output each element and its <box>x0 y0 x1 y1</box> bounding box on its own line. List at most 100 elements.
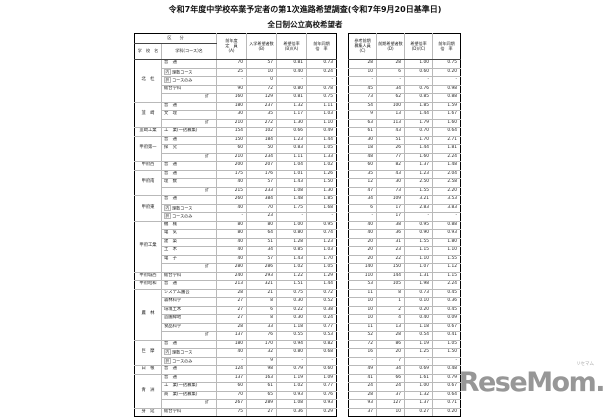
table-row: 森林科学 27 8 0.30 0.52 10 1 0.10 0.36 <box>135 297 461 307</box>
table-gap <box>337 366 349 375</box>
value-cell: 93 <box>348 399 377 409</box>
value-cell: 1.08 <box>276 186 307 196</box>
value-cell: 82 <box>376 161 405 171</box>
value-cell: 2.50 <box>404 178 433 188</box>
value-cell: 0.76 <box>306 390 337 400</box>
value-cell: 129 <box>246 93 277 103</box>
value-cell: 34 <box>348 195 377 205</box>
value-cell: 80 <box>216 229 247 239</box>
value-cell: 72 <box>246 84 277 94</box>
value-cell: 0.45 <box>432 305 461 315</box>
value-cell: 1.37 <box>404 161 433 171</box>
school-name-cell: 韮 崎 <box>134 101 162 128</box>
table-row: 内理数コース 40 32 0.80 0.68 16 20 1.25 1.50 <box>135 348 461 358</box>
value-cell: 64 <box>246 229 277 239</box>
value-cell: 80 <box>246 220 277 230</box>
dept-cell: 内理数コース <box>161 348 217 358</box>
dept-course-label: 理数コース <box>172 69 193 75</box>
value-cell: 40 <box>216 178 247 188</box>
value-cell: 3.53 <box>432 195 461 205</box>
dept-cell: 商 業(一括募集) <box>161 390 217 400</box>
value-cell: 43 <box>376 127 405 137</box>
table-row: 建 築 40 51 1.28 1.23 20 31 1.55 1.80 <box>135 237 461 247</box>
value-cell: 1.80 <box>432 237 461 247</box>
value-cell: - <box>276 356 307 366</box>
value-cell: 1.04 <box>276 161 307 171</box>
value-cell: 0.41 <box>432 331 461 341</box>
value-cell: 30 <box>376 178 405 188</box>
value-cell: 0.54 <box>404 331 433 341</box>
value-cell: 150 <box>376 263 405 273</box>
value-cell: 33 <box>246 322 277 332</box>
value-cell: 0.68 <box>306 348 337 358</box>
table-gap <box>337 247 349 256</box>
value-cell: 60 <box>216 382 247 392</box>
value-cell: 0.52 <box>306 297 337 307</box>
value-cell: 1.68 <box>306 203 337 213</box>
value-cell: 1.18 <box>404 322 433 332</box>
table-gap <box>337 357 349 366</box>
value-cell: 4 <box>376 314 405 324</box>
table-row: 計 267 289 1.08 0.93 93 127 1.37 0.71 <box>135 399 461 409</box>
value-cell: 1.44 <box>404 110 433 120</box>
value-cell: 48 <box>348 152 377 162</box>
value-cell: 240 <box>216 271 247 281</box>
header-prev-ratio: 前年同期 倍 率 <box>306 33 337 60</box>
table-gap <box>337 34 349 60</box>
dept-cell: 建 築 <box>161 237 217 247</box>
value-cell: 0.81 <box>276 93 307 103</box>
table-row: 総合学科 90 72 0.80 0.78 45 34 0.76 0.98 <box>135 84 461 94</box>
value-cell: 2.58 <box>432 178 461 188</box>
value-cell: 10 <box>376 407 405 417</box>
value-cell: 0.70 <box>404 127 433 137</box>
table-gap <box>337 77 349 86</box>
dept-cell: 訳コースのみ <box>161 212 217 222</box>
table-gap <box>337 145 349 154</box>
value-cell: 1.44 <box>306 280 337 290</box>
value-cell: - <box>432 76 461 86</box>
table-gap <box>337 94 349 103</box>
value-cell: 1.11 <box>276 152 307 162</box>
dept-prefix: 訳 <box>164 357 171 364</box>
table-body: 北 杜普 通 70 57 0.81 0.73 28 28 1.00 0.75 内理数コース 25 10… <box>134 59 461 417</box>
value-cell: 1.60 <box>432 118 461 128</box>
dept-cell: 土 木 <box>161 246 217 256</box>
dept-cell: 訳コースのみ <box>161 356 217 366</box>
value-cell: 1.30 <box>306 186 337 196</box>
value-cell: 160 <box>216 93 247 103</box>
value-cell: 6 <box>348 203 377 213</box>
value-cell: 0.80 <box>276 84 307 94</box>
dept-cell: 普 通 <box>161 339 217 349</box>
value-cell: 17 <box>376 212 405 222</box>
table-header: 区 分 前年度 定 員 (A) 入学希望者数 (B) 希望倍率 (B)/(A) … <box>134 33 461 60</box>
value-cell: 27 <box>216 314 247 324</box>
value-cell: 27 <box>246 407 277 417</box>
dept-cell: 工 業(一括募集) <box>161 127 217 137</box>
table-gap <box>337 349 349 358</box>
dept-cell: 工 業(一括募集) <box>161 382 217 392</box>
dept-course-label: コースのみ <box>172 77 193 83</box>
value-cell: 51 <box>376 135 405 145</box>
value-cell: 0.36 <box>432 297 461 307</box>
table-row: 計 215 233 1.08 1.30 47 73 1.55 2.20 <box>135 186 461 196</box>
table-gap <box>337 238 349 247</box>
table-row: 探 究 60 50 0.83 1.05 18 26 1.44 1.81 <box>135 144 461 154</box>
value-cell: 105 <box>376 280 405 290</box>
table-gap <box>337 323 349 332</box>
table-gap <box>337 391 349 400</box>
value-cell: 113 <box>376 118 405 128</box>
value-cell: 0.81 <box>276 59 307 69</box>
value-cell: 0.20 <box>432 407 461 417</box>
table-gap <box>337 170 349 179</box>
table-gap <box>337 187 349 196</box>
table-gap <box>337 204 349 213</box>
value-cell: 1.59 <box>432 101 461 111</box>
value-cell: 98 <box>246 365 277 375</box>
value-cell: 233 <box>246 186 277 196</box>
value-cell: 1.12 <box>432 263 461 273</box>
value-cell: 0.55 <box>276 331 307 341</box>
value-cell: 100 <box>376 101 405 111</box>
value-cell: 1.98 <box>404 280 433 290</box>
school-name-cell: 甲府南 <box>134 169 162 196</box>
table-row: 理 数 40 57 1.43 1.50 12 30 2.50 2.58 <box>135 178 461 188</box>
